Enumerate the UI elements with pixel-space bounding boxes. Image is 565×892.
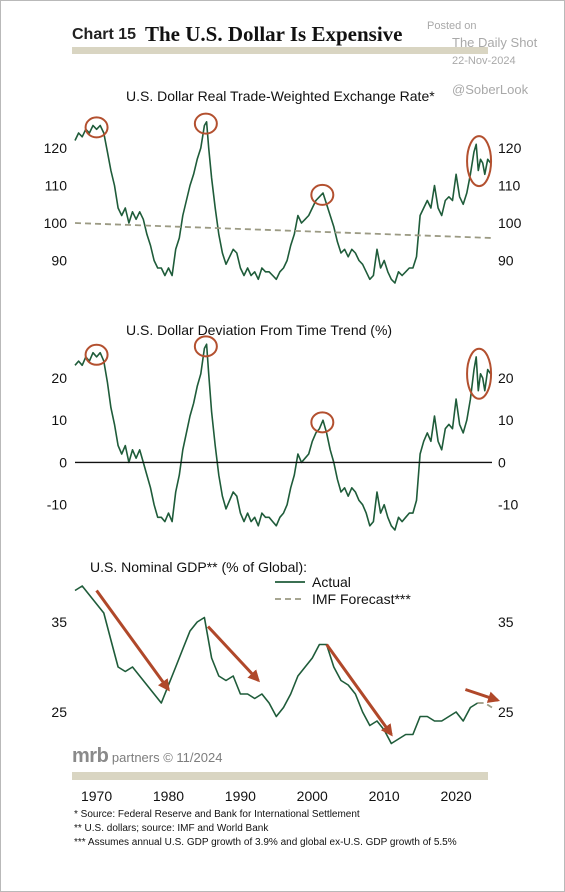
xtick-label: 1970	[81, 788, 112, 804]
peak-circle	[84, 343, 109, 366]
footnote-source: * Source: Federal Reserve and Bank for I…	[74, 809, 360, 820]
chart-number: Chart 15	[72, 26, 137, 43]
trend-arrow	[206, 625, 260, 683]
panel-1-ytick-left: 110	[45, 178, 68, 194]
footnote-usd: ** U.S. dollars; source: IMF and World B…	[74, 823, 269, 834]
mrb-logo: mrb partners © 11/2024	[72, 745, 222, 768]
panel-3-ytick-left: 25	[51, 704, 67, 720]
panel-1-dashed-line	[74, 222, 493, 239]
panel-3-ytick-left: 35	[51, 614, 67, 630]
panel-3-ytick-right: 25	[498, 704, 514, 720]
logo-text: partners © 11/2024	[111, 750, 223, 765]
peak-circle	[310, 411, 335, 434]
logo-brand: mrb	[72, 745, 109, 767]
legend-forecast-label: IMF Forecast***	[312, 591, 411, 607]
panel-2-ytick-right: -10	[498, 497, 518, 513]
header-band	[72, 47, 488, 54]
peak-circle	[84, 116, 109, 139]
panel-1-ytick-left: 100	[44, 215, 68, 231]
panel-3-ytick-right: 35	[498, 614, 514, 630]
panel-1-ytick-right: 100	[498, 215, 522, 231]
xtick-label: 1990	[225, 788, 256, 804]
panel-1-series-line	[74, 121, 492, 284]
trend-arrow	[464, 688, 501, 703]
legend-actual-label: Actual	[312, 574, 351, 590]
trend-arrow	[325, 643, 393, 737]
watermark-posted-on: Posted on	[427, 20, 477, 32]
peak-circle	[466, 347, 493, 400]
panel-2-ytick-left: 0	[59, 454, 67, 470]
peak-circle	[310, 183, 335, 206]
panel-1-ytick-left: 90	[51, 253, 67, 269]
chart-title: The U.S. Dollar Is Expensive	[145, 22, 403, 46]
panel-2-ytick-right: 10	[498, 412, 514, 428]
xtick-label: 2000	[297, 788, 328, 804]
panel-2-title: U.S. Dollar Deviation From Time Trend (%…	[126, 322, 392, 338]
footer-band	[72, 772, 488, 780]
panel-1-ytick-right: 120	[498, 140, 522, 156]
trend-arrow	[95, 589, 170, 692]
panel-3-series-line	[74, 585, 479, 745]
peak-circle	[193, 335, 218, 358]
xtick-label: 2020	[440, 788, 471, 804]
peak-circle	[466, 135, 493, 188]
panel-1-ytick-left: 120	[44, 140, 68, 156]
watermark-date: 22-Nov-2024	[452, 55, 516, 67]
panel-1-title: U.S. Dollar Real Trade-Weighted Exchange…	[126, 88, 435, 104]
xtick-label: 1980	[153, 788, 184, 804]
footnote-assumption: *** Assumes annual U.S. GDP growth of 3.…	[74, 837, 457, 848]
panel-1-ytick-right: 90	[498, 253, 514, 269]
panel-2-ytick-left: -10	[47, 497, 67, 513]
panel-2-ytick-right: 20	[498, 370, 514, 386]
panel-2-ytick-left: 20	[51, 370, 67, 386]
peak-circle	[193, 112, 218, 135]
xtick-label: 2010	[369, 788, 400, 804]
panel-3-title: U.S. Nominal GDP** (% of Global):	[90, 559, 307, 575]
watermark-source: The Daily Shot	[452, 35, 538, 50]
watermark-handle: @SoberLook	[452, 82, 529, 97]
panel-2-ytick-right: 0	[498, 454, 506, 470]
panel-3-dashed-line	[477, 702, 493, 709]
panel-2-series-line	[74, 343, 492, 531]
panel-1-ytick-right: 110	[498, 178, 521, 194]
panel-2-ytick-left: 10	[51, 412, 67, 428]
